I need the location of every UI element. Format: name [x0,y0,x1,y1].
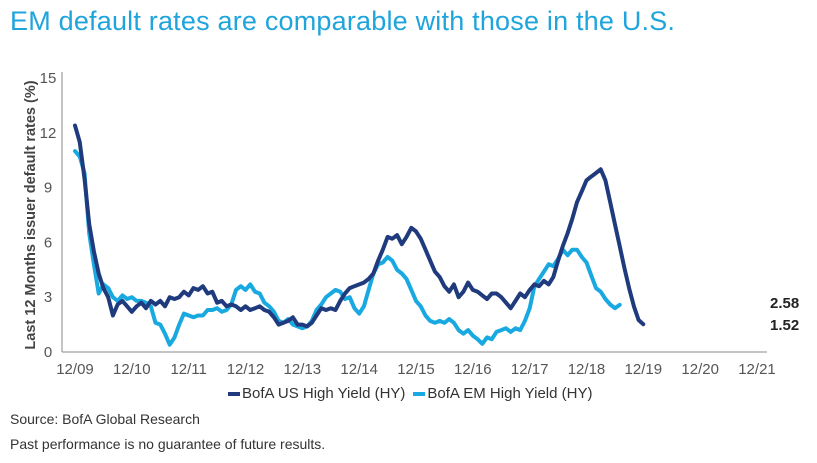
y-tick-label: 15 [40,70,57,87]
us-end-value-label: 1.52 [770,317,799,334]
x-tick-label: 12/15 [397,361,435,378]
y-tick-label: 12 [40,125,57,142]
x-tick-label: 12/12 [227,361,265,378]
end-labels: 1.52 2.58 [770,295,799,334]
x-tick-label: 12/10 [113,361,151,378]
chart-title: EM default rates are comparable with tho… [10,6,676,36]
em-end-value-label: 2.58 [770,295,799,312]
legend-item-em: BofA EM High Yield (HY) [413,385,592,402]
legend-item-us: BofA US High Yield (HY) [228,385,405,402]
y-tick-labels: 0 3 6 9 12 15 [40,70,57,361]
disclaimer-note: Past performance is no guarantee of futu… [10,436,326,452]
x-tick-label: 12/11 [170,361,206,378]
source-note: Source: BofA Global Research [10,411,200,427]
legend-label-em: BofA EM High Yield (HY) [427,385,593,402]
y-tick-label: 0 [44,344,52,361]
x-tick-label: 12/14 [340,361,378,378]
legend: BofA US High Yield (HY) BofA EM High Yie… [228,385,600,402]
x-tick-label: 12/18 [568,361,606,378]
y-tick-label: 3 [44,289,52,306]
x-tick-label: 12/21 [738,361,776,378]
x-tick-label: 12/20 [681,361,719,378]
x-tick-label: 12/17 [511,361,549,378]
x-tick-label: 12/09 [56,361,94,378]
y-tick-label: 6 [44,234,52,251]
series-lines [73,123,646,347]
x-tick-label: 12/16 [454,361,492,378]
y-tick-label: 9 [44,180,52,197]
x-tick-label: 12/13 [284,361,322,378]
em-hy-line [73,149,622,347]
us-hy-line [73,123,646,329]
x-tick-label: 12/19 [625,361,663,378]
y-axis-label: Last 12 Months issuer default rates (%) [23,80,39,349]
legend-swatch-em [413,391,426,396]
x-tick-labels: 12/09 12/10 12/11 12/12 12/13 12/14 12/15 12/16… [56,361,776,378]
legend-swatch-us [228,391,240,396]
legend-label-us: BofA US High Yield (HY) [242,385,406,402]
